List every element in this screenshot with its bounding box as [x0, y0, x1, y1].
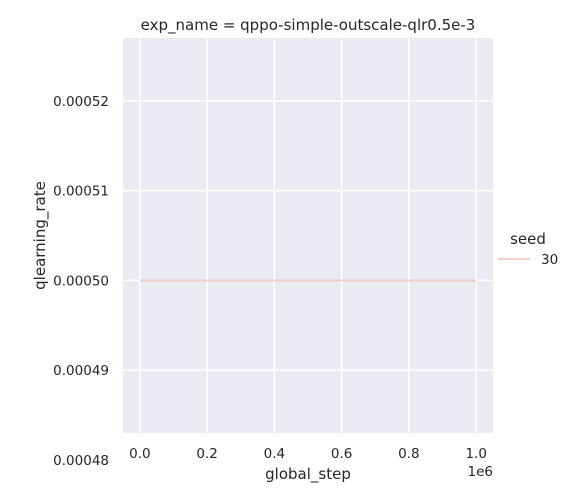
plot-area — [123, 38, 493, 433]
y-tick-labels: 0.00048 0.00049 0.00050 0.00051 0.00052 — [53, 94, 109, 469]
x-tick-label: 0.8 — [398, 446, 419, 462]
x-tick-labels: 0.0 0.2 0.4 0.6 0.8 1.0 — [129, 446, 487, 462]
y-tick-label: 0.00048 — [53, 453, 109, 469]
y-tick-label: 0.00051 — [53, 184, 109, 200]
legend-title: seed — [510, 230, 546, 248]
y-tick-label: 0.00050 — [53, 273, 109, 289]
chart-title: exp_name = qppo-simple-outscale-qlr0.5e-… — [141, 16, 476, 35]
x-tick-label: 0.0 — [129, 446, 150, 462]
y-tick-label: 0.00052 — [53, 94, 109, 110]
y-tick-label: 0.00049 — [53, 363, 109, 379]
legend-label: 30 — [541, 252, 558, 268]
x-tick-label: 0.6 — [331, 446, 352, 462]
y-axis-label: qlearning_rate — [31, 181, 50, 290]
x-axis-label: global_step — [265, 465, 351, 484]
legend: seed 30 — [498, 230, 558, 268]
x-tick-label: 0.4 — [264, 446, 285, 462]
x-tick-label: 1.0 — [465, 446, 486, 462]
x-axis-offset-label: 1e6 — [468, 464, 493, 480]
x-tick-label: 0.2 — [196, 446, 217, 462]
